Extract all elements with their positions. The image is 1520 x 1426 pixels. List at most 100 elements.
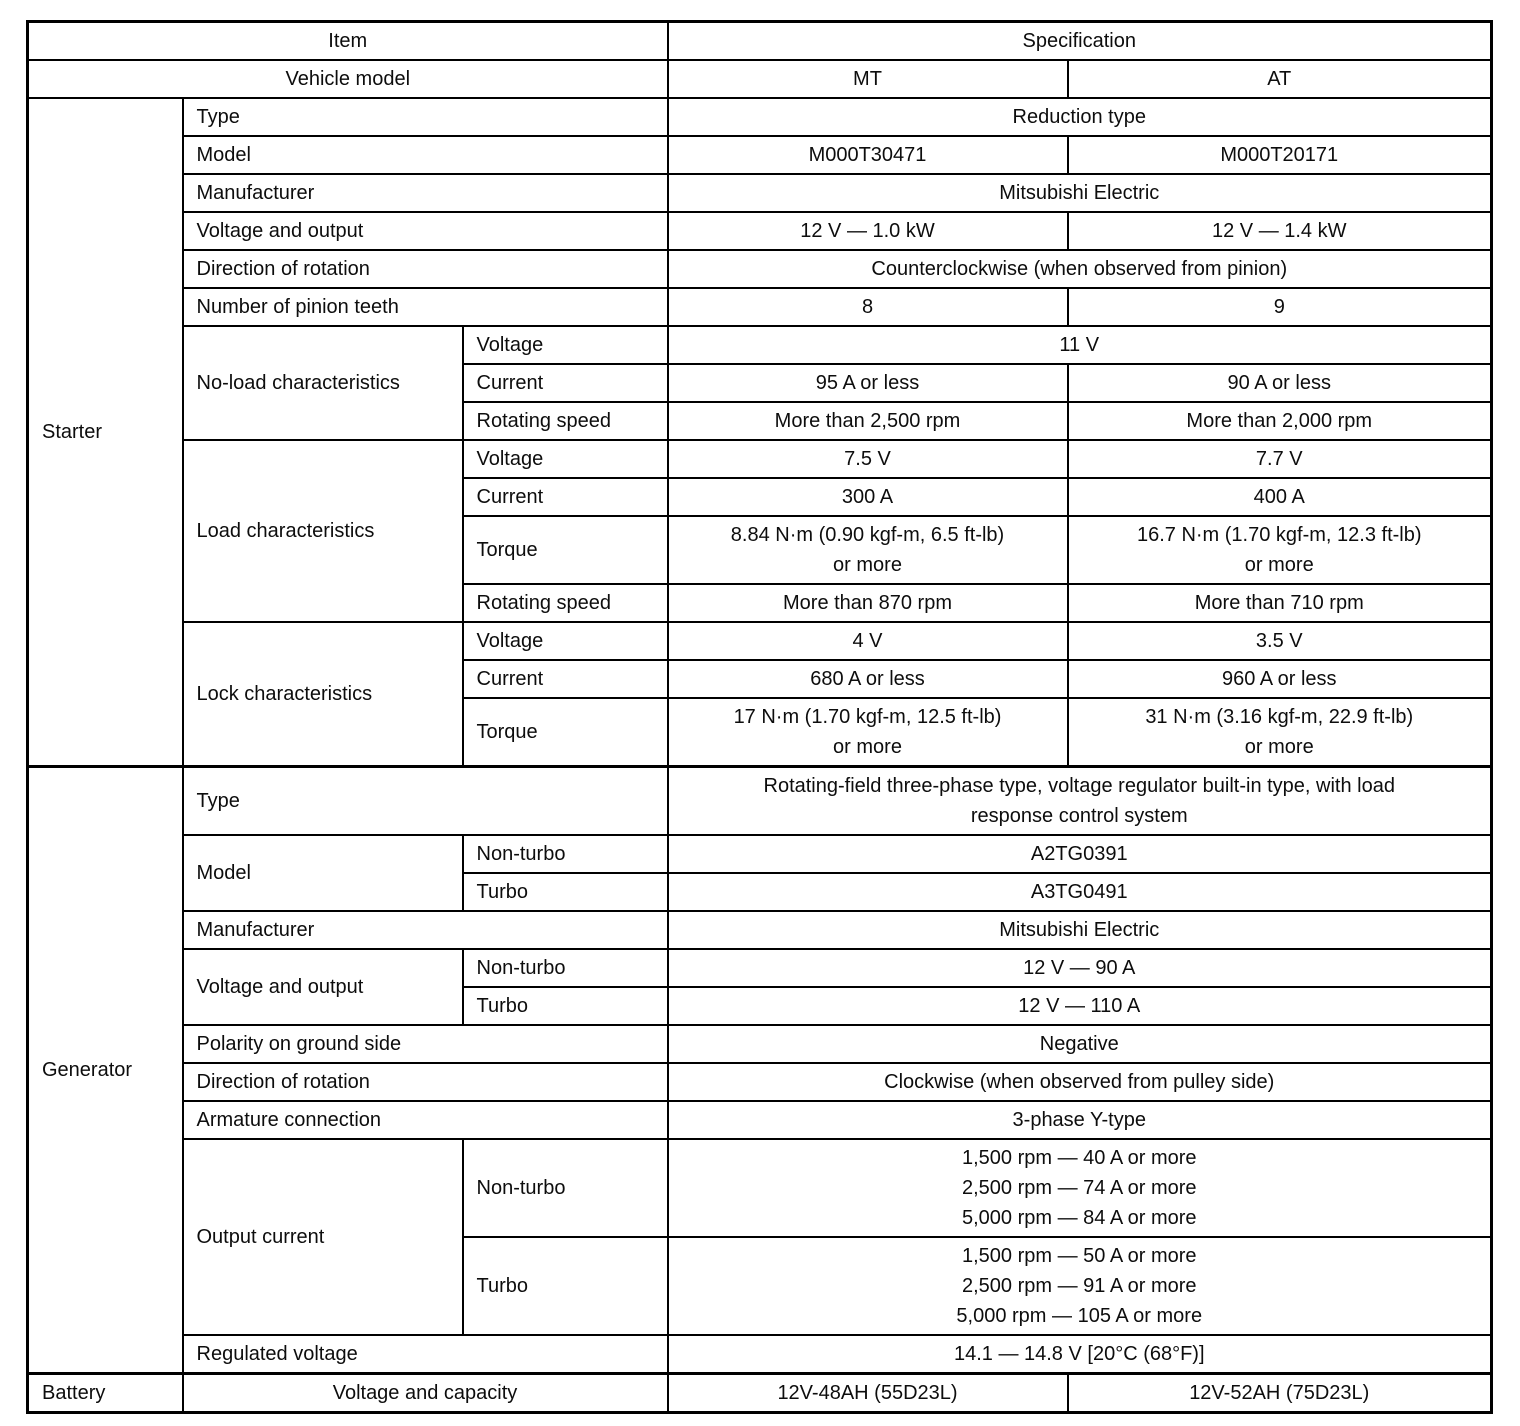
table-cell: Manufacturer (181, 173, 669, 213)
table-cell: Direction of rotation (181, 1062, 669, 1102)
table-cell: Non-turbo (461, 1138, 669, 1238)
table-row: Current 300 A 400 A (28, 477, 1493, 517)
table-cell: 7.5 V (666, 439, 1069, 479)
table-cell: 11 V (666, 325, 1493, 365)
table-cell: 12V-52AH (75D23L) (1066, 1372, 1493, 1414)
table-cell: A3TG0491 (666, 872, 1493, 912)
table-cell: Voltage and output (181, 211, 669, 251)
table-row: No-load characteristics Voltage 11 V (28, 325, 1493, 441)
table-cell: Lock characteristics (181, 621, 464, 768)
section-generator: Generator (26, 765, 184, 1375)
table-cell: M000T20171 (1066, 135, 1493, 175)
table-cell: More than 2,500 rpm (666, 401, 1069, 441)
table-cell: 1,500 rpm — 50 A or more 2,500 rpm — 91 A… (666, 1236, 1493, 1336)
table-row: Armature connection 3-phase Y-type (28, 1100, 1493, 1140)
table-cell: No-load characteristics (181, 325, 464, 441)
header-item: Item (26, 20, 669, 61)
table-cell: Mitsubishi Electric (666, 910, 1493, 950)
table-row: Item Specification (26, 20, 1493, 61)
table-cell: 12V-48AH (55D23L) (666, 1372, 1069, 1414)
table-row: Model M000T30471 M000T20171 (28, 135, 1493, 175)
table-cell: Output current (181, 1138, 464, 1336)
table-cell: Current (461, 477, 669, 517)
table-cell: Rotating speed (461, 583, 669, 623)
table-cell: Manufacturer (181, 910, 669, 950)
table-cell: More than 710 rpm (1066, 583, 1493, 623)
table-row: Turbo A3TG0491 (28, 872, 1493, 912)
table-cell: Current (461, 659, 669, 699)
table-cell: Clockwise (when observed from pulley sid… (666, 1062, 1493, 1102)
table-cell: Type (181, 765, 669, 836)
table-cell: 90 A or less (1066, 363, 1493, 403)
table-cell: Direction of rotation (181, 249, 669, 289)
table-cell: M000T30471 (666, 135, 1069, 175)
table-cell: Reduction type (666, 97, 1493, 137)
table-cell: 12 V — 90 A (666, 948, 1493, 988)
table-cell: 3-phase Y-type (666, 1100, 1493, 1140)
table-row: Voltage and output 12 V — 1.0 kW 12 V — 1.… (28, 211, 1493, 251)
table-row: Rotating speed More than 870 rpm More than… (28, 583, 1493, 623)
table-cell: Polarity on ground side (181, 1024, 669, 1064)
table-cell: Torque (461, 697, 669, 768)
table-row: Turbo 12 V — 110 A (28, 986, 1493, 1026)
table-cell: 9 (1066, 287, 1493, 327)
table-cell: 300 A (666, 477, 1069, 517)
table-cell: Model (181, 135, 669, 175)
table-cell: 680 A or less (666, 659, 1069, 699)
table-cell: 14.1 — 14.8 V [20°C (68°F)] (666, 1334, 1493, 1375)
table-cell: 17 N·m (1.70 kgf-m, 12.5 ft-lb) or more (666, 697, 1069, 768)
table-row: Torque 8.84 N·m (0.90 kgf-m, 6.5 ft-lb) or… (28, 515, 1493, 585)
section-battery: Battery (26, 1372, 184, 1414)
table-cell: Voltage (461, 439, 669, 479)
table-cell: Model (181, 834, 464, 912)
table-cell: 1,500 rpm — 40 A or more 2,500 rpm — 74 A… (666, 1138, 1493, 1238)
table-row: Voltage and output Non-turbo 12 V — 90 A (28, 948, 1493, 1026)
table-cell: 12 V — 1.0 kW (666, 211, 1069, 251)
table-row: Output current Non-turbo 1,500 rpm — 40 A … (28, 1138, 1493, 1336)
table-row: Current 680 A or less 960 A or less (28, 659, 1493, 699)
table-cell: Voltage and output (181, 948, 464, 1026)
table-row: Load characteristics Voltage 7.5 V 7.7 V (28, 439, 1493, 623)
table-row: Direction of rotation Clockwise (when obs… (28, 1062, 1493, 1102)
table-cell: Negative (666, 1024, 1493, 1064)
header-vehicle-model: Vehicle model (26, 59, 669, 99)
table-row: Starter Type Reduction type (26, 97, 1493, 768)
section-starter: Starter (26, 97, 184, 768)
table-cell: 960 A or less (1066, 659, 1493, 699)
table-row: Manufacturer Mitsubishi Electric (28, 910, 1493, 950)
table-row: Manufacturer Mitsubishi Electric (28, 173, 1493, 213)
table-cell: 400 A (1066, 477, 1493, 517)
table-cell: Load characteristics (181, 439, 464, 623)
table-cell: Turbo (461, 986, 669, 1026)
table-cell: Turbo (461, 872, 669, 912)
table-cell: 8 (666, 287, 1069, 327)
table-cell: More than 870 rpm (666, 583, 1069, 623)
table-row: Torque 17 N·m (1.70 kgf-m, 12.5 ft-lb) or … (28, 697, 1493, 768)
table-cell: Rotating speed (461, 401, 669, 441)
table-cell: 16.7 N·m (1.70 kgf-m, 12.3 ft-lb) or more (1066, 515, 1493, 585)
table-cell: 7.7 V (1066, 439, 1493, 479)
header-mt: MT (666, 59, 1069, 99)
table-row: Direction of rotation Counterclockwise (w… (28, 249, 1493, 289)
table-row: Lock characteristics Voltage 4 V 3.5 V (28, 621, 1493, 768)
table-cell: 31 N·m (3.16 kgf-m, 22.9 ft-lb) or more (1066, 697, 1493, 768)
table-cell: Turbo (461, 1236, 669, 1336)
header-at: AT (1066, 59, 1493, 99)
spec-table: Item Specification Vehicle model MT AT Starte… (26, 20, 1493, 1414)
table-cell: Rotating-field three-phase type, voltage… (666, 765, 1493, 836)
table-cell: Regulated voltage (181, 1334, 669, 1375)
table-cell: More than 2,000 rpm (1066, 401, 1493, 441)
table-cell: Armature connection (181, 1100, 669, 1140)
table-row: Model Non-turbo A2TG0391 (28, 834, 1493, 912)
table-cell: 3.5 V (1066, 621, 1493, 661)
table-row: Number of pinion teeth 8 9 (28, 287, 1493, 327)
table-cell: Torque (461, 515, 669, 585)
table-row: Generator Type Rotating-field three-phase … (26, 765, 1493, 1375)
table-row: Battery Voltage and capacity 12V-48AH (55D… (26, 1372, 1493, 1414)
table-cell: Mitsubishi Electric (666, 173, 1493, 213)
table-cell: Voltage (461, 325, 669, 365)
table-cell: Voltage (461, 621, 669, 661)
table-row: Current 95 A or less 90 A or less (28, 363, 1493, 403)
header-specification: Specification (666, 20, 1493, 61)
spec-table-body: Item Specification Vehicle model MT AT Starte… (26, 20, 1493, 1414)
